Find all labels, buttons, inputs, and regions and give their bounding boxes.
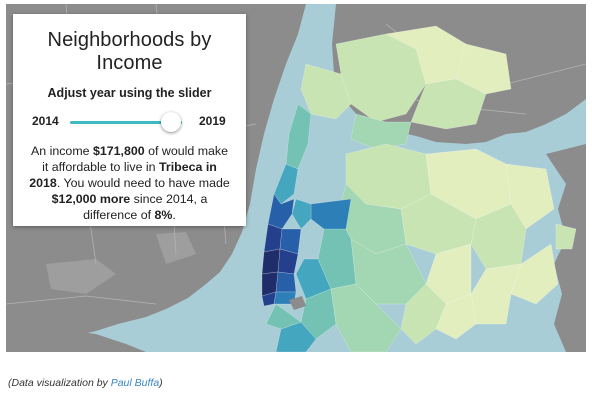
panel-title: Neighborhoods by Income [47, 29, 212, 74]
year-slider[interactable]: 2014 2019 [13, 110, 246, 134]
text-segment: since 2014, a difference of [83, 192, 208, 222]
neighborhood-region[interactable] [455, 43, 512, 95]
info-panel: Neighborhoods by Income Adjust year usin… [13, 14, 246, 226]
percent-difference: 8% [154, 208, 173, 222]
neighborhood-region[interactable] [505, 163, 555, 230]
slider-handle[interactable] [160, 112, 181, 132]
neighborhood-region[interactable] [275, 271, 297, 293]
slider-start-year: 2014 [32, 114, 59, 128]
neighborhood-region[interactable] [273, 163, 299, 205]
park-area [46, 259, 116, 294]
income-difference: $12,000 more [51, 192, 131, 206]
panel-subtitle: Adjust year using the slider [47, 86, 212, 100]
staten-island-land [6, 329, 146, 352]
neighborhood-region[interactable] [300, 288, 337, 340]
slider-end-year: 2019 [199, 114, 226, 128]
slider-track[interactable] [70, 121, 182, 124]
author-link[interactable]: Paul Buffa [110, 377, 160, 389]
text-segment: of would make it affordable to live in [42, 144, 228, 174]
text-segment: An income [30, 144, 93, 158]
credit-prefix: (Data visualization by [8, 377, 111, 389]
credit-suffix: ) [159, 377, 163, 389]
credit-line: (Data visualization by Paul Buffa) [8, 377, 163, 389]
neighborhood-year: Tribeca in 2018 [29, 160, 217, 190]
neighborhood-region[interactable] [291, 198, 312, 230]
neighborhood-region[interactable] [555, 223, 577, 250]
neighborhood-region[interactable] [261, 248, 281, 275]
text-segment: . You would need to have made [56, 176, 230, 190]
island-land [289, 296, 306, 310]
income-description: An income $171,800 of would make it affo… [27, 143, 232, 223]
neighborhood-region[interactable] [265, 303, 302, 330]
neighborhood-region[interactable] [295, 258, 332, 300]
neighborhood-region[interactable] [350, 113, 412, 150]
text-segment: . [172, 208, 176, 222]
income-amount: $171,800 [92, 144, 145, 158]
neighborhood-region[interactable] [300, 63, 352, 120]
